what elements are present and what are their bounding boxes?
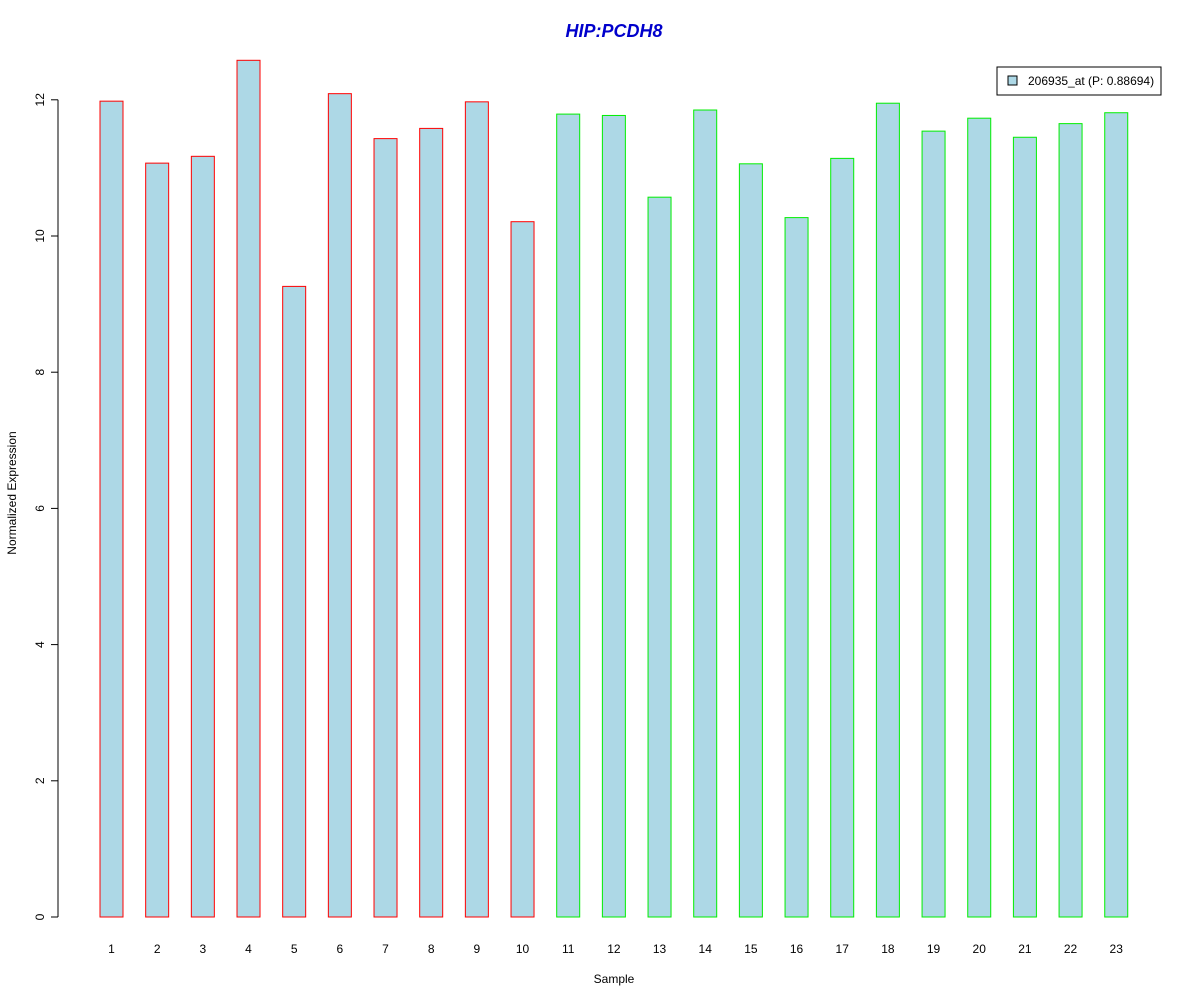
bar-sample-22 [1058, 123, 1083, 918]
legend-box [996, 66, 1162, 96]
x-tick-label: 18 [881, 942, 895, 956]
bar-sample-16 [784, 217, 809, 918]
bar-sample-8 [419, 127, 444, 918]
legend: 206935_at (P: 0.88694) [996, 66, 1162, 96]
y-tick-label: 12 [33, 93, 47, 107]
chart-title: HIP:PCDH8 [565, 21, 662, 41]
legend-swatch [1007, 75, 1018, 86]
y-tick-label: 6 [33, 505, 47, 512]
y-axis-label: Normalized Expression [5, 431, 19, 554]
x-tick-label: 19 [927, 942, 941, 956]
x-tick-label: 7 [382, 942, 389, 956]
bar-sample-2 [145, 162, 170, 918]
bar-sample-1 [99, 100, 124, 918]
x-tick-label: 3 [199, 942, 206, 956]
bar-sample-19 [921, 130, 946, 918]
x-tick-label: 20 [973, 942, 987, 956]
bar-sample-3 [190, 155, 215, 918]
x-tick-label: 9 [474, 942, 481, 956]
bar-sample-21 [1012, 136, 1037, 918]
bar-sample-15 [738, 163, 763, 918]
x-tick-label: 15 [744, 942, 758, 956]
bar-sample-18 [875, 102, 900, 918]
bar-sample-12 [601, 114, 626, 918]
x-tick-label: 16 [790, 942, 804, 956]
x-tick-label: 8 [428, 942, 435, 956]
x-tick-label: 10 [516, 942, 530, 956]
x-tick-labels: 1 2 3 4 5 6 7 8 9 10 11 12 13 14 15 16 17 18 19 20 21 22 23 [108, 942, 1123, 956]
bar-sample-14 [693, 109, 718, 918]
x-tick-label: 5 [291, 942, 298, 956]
y-tick-label: 8 [33, 369, 47, 376]
bars [99, 59, 1129, 918]
bar-sample-20 [967, 117, 992, 918]
x-tick-label: 6 [337, 942, 344, 956]
bar-sample-4 [236, 59, 261, 918]
x-tick-label: 23 [1110, 942, 1124, 956]
x-tick-label: 13 [653, 942, 667, 956]
y-tick-label: 2 [33, 777, 47, 784]
bar-sample-13 [647, 196, 672, 918]
bar-sample-6 [327, 93, 352, 918]
bar-sample-7 [373, 138, 398, 918]
x-tick-label: 14 [699, 942, 713, 956]
x-tick-label: 2 [154, 942, 161, 956]
bar-sample-17 [830, 157, 855, 918]
x-axis-label: Sample [594, 972, 635, 986]
bar-sample-23 [1104, 112, 1129, 918]
x-tick-label: 21 [1018, 942, 1032, 956]
y-axis: 0 2 4 6 8 10 12 [33, 93, 59, 920]
x-tick-label: 17 [836, 942, 850, 956]
x-tick-label: 22 [1064, 942, 1078, 956]
x-tick-label: 11 [562, 942, 575, 956]
y-tick-label: 4 [33, 641, 47, 648]
x-tick-label: 4 [245, 942, 252, 956]
bar-sample-11 [556, 113, 581, 918]
y-tick-label: 10 [33, 229, 47, 243]
bar-sample-10 [510, 221, 535, 918]
legend-label: 206935_at (P: 0.88694) [1028, 74, 1154, 88]
x-tick-label: 12 [607, 942, 621, 956]
x-tick-label: 1 [108, 942, 115, 956]
bar-sample-9 [464, 101, 489, 918]
y-tick-label: 0 [33, 913, 47, 920]
bar-sample-5 [282, 285, 307, 918]
